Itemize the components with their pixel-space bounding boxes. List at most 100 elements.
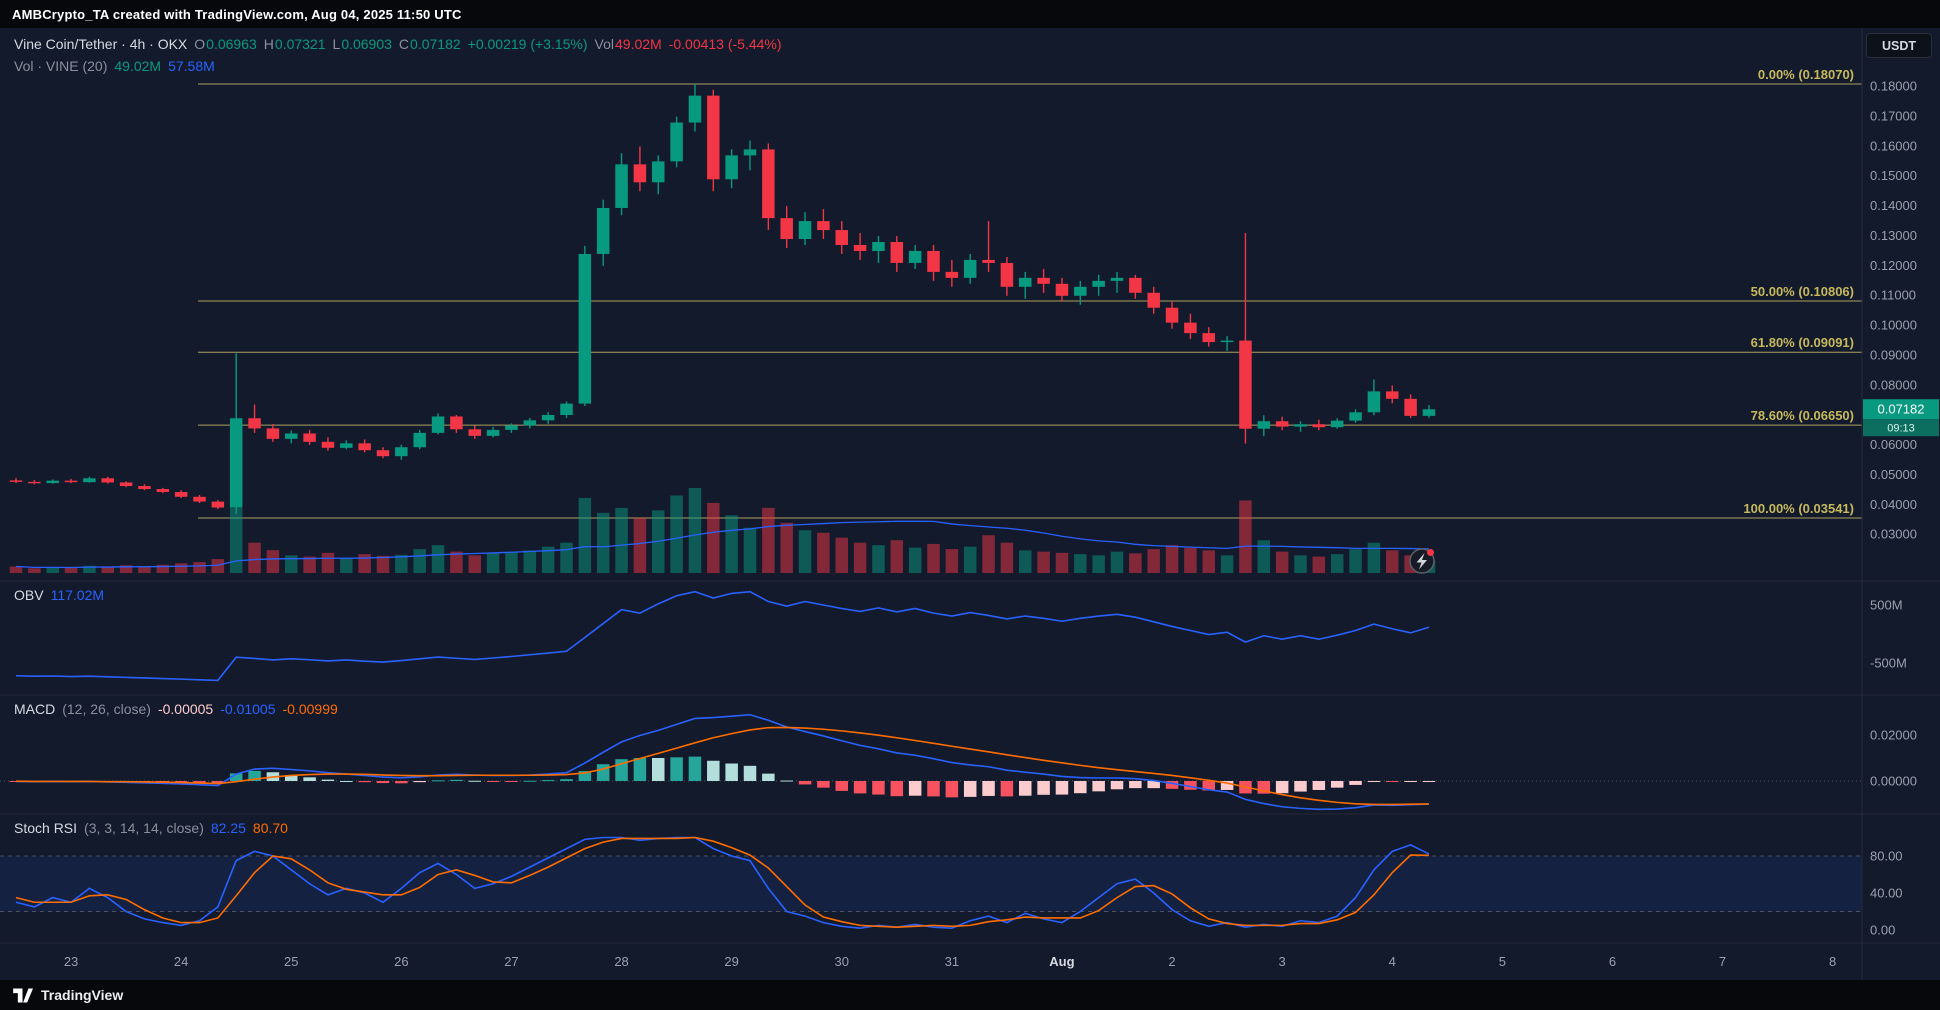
close-label: C	[398, 36, 410, 52]
svg-text:0.08000: 0.08000	[1870, 377, 1917, 392]
svg-text:0.00: 0.00	[1870, 923, 1895, 938]
last-price-badge: 0.07182 09:13	[1863, 399, 1939, 437]
svg-text:78.60% (0.06650): 78.60% (0.06650)	[1751, 408, 1854, 423]
open-value: 0.06963	[206, 36, 257, 52]
close-value: 0.07182	[410, 36, 461, 52]
stoch-title: Stoch RSI	[14, 820, 78, 836]
chart-plot-area[interactable]	[0, 28, 1862, 943]
volume-legend: Vol · VINE (20) 49.02M 57.58M	[14, 58, 215, 74]
svg-text:0.14000: 0.14000	[1870, 198, 1917, 213]
macd-pane	[0, 713, 1862, 811]
macd-line-value: -0.01005	[220, 701, 276, 717]
volume-ma-value: 57.58M	[168, 58, 215, 74]
pane-separators	[0, 28, 1940, 980]
svg-text:8: 8	[1829, 954, 1836, 969]
tradingview-wordmark[interactable]: TradingView	[41, 987, 124, 1003]
svg-text:28: 28	[614, 954, 628, 969]
svg-text:80.00: 80.00	[1870, 849, 1903, 864]
obv-line	[15, 590, 1430, 682]
svg-text:0.16000: 0.16000	[1870, 138, 1917, 153]
ohlc-high: H 0.07321	[264, 36, 326, 52]
vol-label: Vol	[594, 36, 614, 52]
svg-text:-500M: -500M	[1870, 656, 1907, 671]
svg-text:2: 2	[1168, 954, 1175, 969]
svg-text:0.07182: 0.07182	[1878, 402, 1925, 417]
price-scale[interactable]	[1862, 28, 1940, 943]
macd-line	[15, 713, 1429, 811]
svg-text:6: 6	[1609, 954, 1616, 969]
svg-text:0.15000: 0.15000	[1870, 168, 1917, 183]
svg-text:29: 29	[724, 954, 738, 969]
svg-text:25: 25	[284, 954, 298, 969]
ohlc-close: C 0.07182	[399, 36, 461, 52]
chart-background	[0, 28, 1940, 980]
volume-layer	[9, 488, 1436, 573]
stoch-k-value: 82.25	[210, 820, 246, 836]
lightning-icon	[1416, 553, 1427, 570]
fib-retracement[interactable]: 0.00% (0.18070) 50.00% (0.10806) 61.80% (0…	[198, 67, 1862, 519]
macd-title: MACD	[14, 701, 56, 717]
obv-title: OBV	[14, 587, 44, 603]
macd-hist-value: -0.00005	[157, 701, 214, 717]
quick-trade-button[interactable]	[1409, 548, 1435, 574]
svg-text:30: 30	[835, 954, 849, 969]
low-label: L	[332, 36, 341, 52]
svg-text:09:13: 09:13	[1887, 423, 1915, 435]
ohlc-open: O 0.06963	[194, 36, 257, 52]
svg-text:3: 3	[1279, 954, 1286, 969]
svg-text:7: 7	[1719, 954, 1726, 969]
obv-pane	[15, 590, 1430, 682]
macd-signal-line	[15, 726, 1429, 806]
obv-legend: OBV 117.02M	[14, 587, 104, 603]
high-value: 0.07321	[274, 36, 326, 52]
vol-change: -0.00413 (-5.44%)	[668, 36, 782, 52]
tradingview-footer: TradingView	[0, 980, 1940, 1010]
notification-dot	[1427, 549, 1434, 556]
svg-text:0.04000: 0.04000	[1870, 497, 1917, 512]
svg-text:23: 23	[64, 954, 78, 969]
svg-text:0.18000: 0.18000	[1870, 79, 1917, 94]
svg-text:61.80% (0.09091): 61.80% (0.09091)	[1751, 335, 1854, 350]
high-label: H	[263, 36, 274, 52]
stoch-d-value: 80.70	[252, 820, 288, 836]
volume-indicator-title: Vol · VINE (20)	[14, 58, 108, 74]
tradingview-logo-icon[interactable]	[12, 988, 33, 1003]
attribution-text: AMBCrypto_TA created with TradingView.co…	[12, 6, 462, 22]
macd-params: (12, 26, close)	[62, 701, 151, 717]
svg-text:0.00% (0.18070): 0.00% (0.18070)	[1758, 67, 1854, 82]
stoch-d-line	[15, 836, 1429, 929]
svg-text:0.05000: 0.05000	[1870, 467, 1917, 482]
svg-text:40.00: 40.00	[1870, 886, 1903, 901]
svg-text:0.09000: 0.09000	[1870, 347, 1917, 362]
symbol-title: Vine Coin/Tether · 4h · OKX	[14, 36, 188, 52]
open-label: O	[194, 36, 206, 52]
svg-text:4: 4	[1389, 954, 1396, 969]
svg-text:0.17000: 0.17000	[1870, 108, 1917, 123]
macd-legend: MACD (12, 26, close) -0.00005 -0.01005 -…	[14, 701, 338, 717]
svg-text:0.02000: 0.02000	[1870, 728, 1917, 743]
svg-text:0.13000: 0.13000	[1870, 228, 1917, 243]
time-scale[interactable]	[0, 943, 1940, 980]
svg-text:27: 27	[504, 954, 518, 969]
macd-signal-value: -0.00999	[282, 701, 338, 717]
stoch-legend: Stoch RSI (3, 3, 14, 14, close) 82.25 80…	[14, 820, 288, 836]
svg-text:0.00000: 0.00000	[1870, 774, 1917, 789]
currency-toggle-button[interactable]: USDT	[1866, 33, 1932, 58]
volume-current-value: 49.02M	[114, 58, 162, 74]
stoch-rsi-pane	[0, 836, 1862, 929]
vol-value: 49.02M	[615, 36, 662, 52]
price-change: +0.00219 (+3.15%)	[467, 36, 588, 52]
svg-text:24: 24	[174, 954, 188, 969]
stoch-k-line	[15, 836, 1430, 929]
volume-ma-line	[15, 520, 1429, 569]
svg-text:0.11000: 0.11000	[1870, 288, 1916, 303]
svg-text:Aug: Aug	[1049, 954, 1074, 969]
low-value: 0.06903	[341, 36, 392, 52]
svg-text:100.00% (0.03541): 100.00% (0.03541)	[1743, 501, 1854, 516]
obv-value: 117.02M	[50, 587, 105, 603]
attribution-bar: AMBCrypto_TA created with TradingView.co…	[0, 0, 1940, 28]
ohlc-low: L 0.06903	[333, 36, 392, 52]
candles-layer	[9, 84, 1436, 515]
svg-text:0.03000: 0.03000	[1870, 527, 1917, 542]
